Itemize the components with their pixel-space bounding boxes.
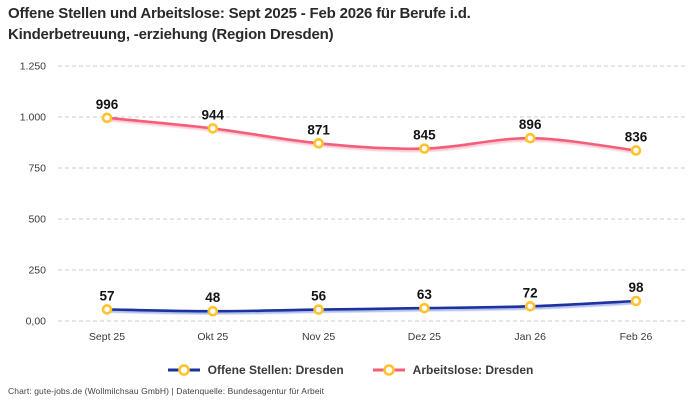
data-point-marker (419, 302, 430, 314)
line-chart-plot: 0,00 250 500 750 1.000 1.250 Sept 25 Okt 25 Nov … (20, 61, 686, 343)
chart-title-line2: Kinderbetreuung, -erziehung (Region Dres… (8, 26, 334, 43)
y-tick-label: 250 (28, 265, 46, 277)
data-point-marker (630, 295, 642, 307)
data-point-label: 48 (205, 290, 221, 305)
data-point-marker (101, 112, 113, 124)
data-point-label: 98 (628, 280, 644, 295)
y-tick-label: 0,00 (26, 316, 47, 328)
x-tick-label: Jan 26 (514, 331, 546, 343)
data-point-label: 871 (307, 122, 330, 137)
data-point-label: 944 (202, 107, 225, 122)
y-tick-label: 1.250 (20, 61, 46, 73)
data-point-marker (630, 145, 642, 156)
x-tick-label: Nov 25 (302, 331, 335, 343)
data-point-marker (524, 301, 536, 312)
legend-label-offene-stellen: Offene Stellen: Dresden (207, 363, 344, 377)
y-tick-label: 500 (28, 214, 46, 226)
x-tick-label: Feb 26 (620, 331, 653, 343)
data-point-label: 56 (311, 289, 327, 304)
footer-credit: Chart: gute-jobs.de (Wollmilchsau GmbH) … (8, 386, 325, 396)
legend-line-marker-icon (167, 364, 200, 376)
data-point-label: 845 (413, 128, 436, 143)
data-point-marker (524, 132, 536, 144)
chart-title-line1: Offene Stellen und Arbeitslose: Sept 202… (8, 5, 471, 22)
x-tick-label: Okt 25 (197, 331, 228, 343)
chart-legend: Offene Stellen: Dresden Arbeitslose: Dre… (0, 359, 700, 381)
data-point-marker (207, 305, 219, 317)
chart-title: Offene Stellen und Arbeitslose: Sept 202… (8, 3, 648, 45)
legend-label-arbeitslose: Arbeitslose: Dresden (412, 363, 534, 377)
y-tick-label: 1.000 (20, 112, 46, 124)
data-point-marker (313, 138, 324, 149)
data-point-marker (313, 304, 324, 315)
series-line (105, 299, 638, 313)
data-point-label: 996 (96, 97, 119, 112)
data-point-label: 72 (523, 285, 538, 300)
data-point-label: 63 (417, 287, 433, 302)
data-point-label: 57 (99, 288, 114, 303)
data-point-marker (207, 123, 219, 134)
data-point-label: 896 (519, 117, 542, 132)
legend-item-arbeitslose: Arbeitslose: Dresden (372, 363, 534, 377)
x-tick-label: Dez 25 (408, 331, 441, 343)
data-point-marker (419, 143, 430, 154)
data-point-label: 836 (625, 129, 648, 144)
legend-item-offene-stellen: Offene Stellen: Dresden (167, 363, 344, 377)
x-tick-label: Sept 25 (89, 331, 125, 343)
series-line (105, 116, 638, 152)
data-point-marker (101, 304, 113, 315)
legend-line-marker-icon (372, 364, 405, 376)
y-tick-label: 750 (28, 163, 46, 175)
